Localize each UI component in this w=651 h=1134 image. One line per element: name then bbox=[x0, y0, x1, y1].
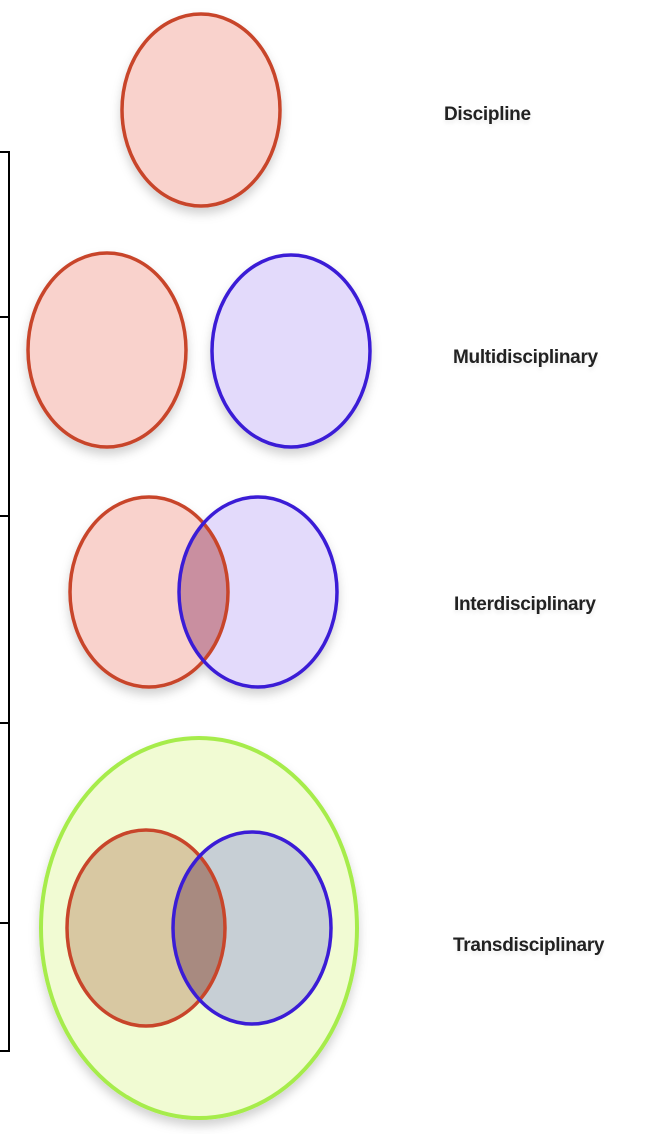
interdisciplinary-circle-a-outline bbox=[68, 495, 230, 689]
transdisciplinary-label: Transdisciplinary bbox=[453, 935, 605, 956]
multidisciplinary-circle-a bbox=[26, 251, 188, 449]
multidisciplinary-label: Multidisciplinary bbox=[453, 347, 598, 368]
discipline-label: Discipline bbox=[444, 104, 531, 125]
transdisciplinary-figure bbox=[39, 736, 359, 1120]
multidisciplinary-circle-b bbox=[210, 253, 372, 449]
left-frame bbox=[0, 151, 10, 1052]
interdisciplinary-circle-b-outline bbox=[177, 495, 339, 689]
interdisciplinary-figure bbox=[68, 495, 339, 689]
transdisciplinary-circle-b-outline bbox=[171, 830, 333, 1026]
transdisciplinary-overlap bbox=[173, 832, 225, 1024]
discipline-circle bbox=[120, 12, 282, 208]
transdisciplinary-circle-a-outline bbox=[65, 828, 227, 1028]
multidisciplinary-figure bbox=[26, 251, 372, 449]
interdisciplinary-label: Interdisciplinary bbox=[454, 594, 596, 615]
discipline-figure bbox=[120, 12, 282, 208]
